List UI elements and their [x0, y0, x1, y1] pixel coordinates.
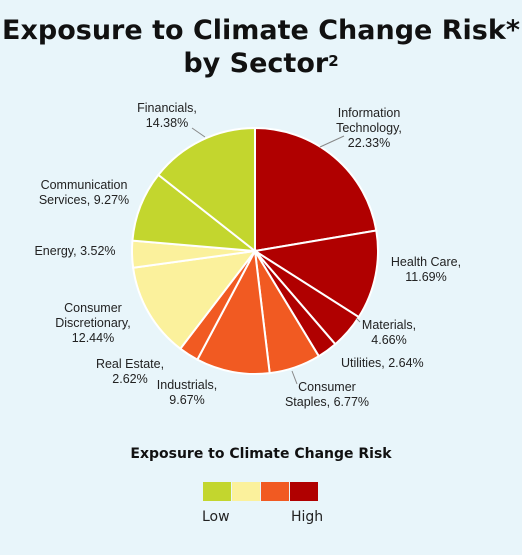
slice-label-line: Utilities, 2.64% [341, 356, 424, 370]
pie-slice-industrials [195, 247, 271, 375]
slice-label-line: Discretionary, [55, 316, 130, 330]
slice-label-line: Information [338, 106, 401, 120]
legend-title: Exposure to Climate Change Risk [130, 446, 392, 462]
slice-label-health-care: Health Care, 11.69% [391, 255, 461, 284]
slice-label-real-estate: Real Estate, 2.62% [96, 357, 164, 386]
slice-label-line: 22.33% [348, 136, 390, 150]
slice-label-line: Industrials, [157, 378, 217, 392]
slice-label-line: Consumer [64, 301, 122, 315]
slice-label-industrials: Industrials, 9.67% [157, 378, 217, 407]
slice-label-line: Staples, 6.77% [285, 395, 369, 409]
legend-swatch-1 [203, 482, 231, 501]
legend-swatch-3 [261, 482, 289, 501]
slice-label-line: Services, 9.27% [39, 193, 129, 207]
slice-label-line: 4.66% [371, 333, 406, 347]
slice-label-line: 2.62% [112, 372, 147, 386]
slice-label-consumer-discretionary: Consumer Discretionary, 12.44% [55, 301, 130, 345]
title-footnote-superscript: 2 [328, 52, 339, 70]
slice-label-line: 12.44% [72, 331, 114, 345]
slice-label-line: Financials, [137, 101, 197, 115]
slice-label-utilities: Utilities, 2.64% [341, 356, 424, 370]
chart-title-line2: by Sector2 [0, 47, 522, 80]
slice-label-line: Technology, [336, 121, 402, 135]
legend-color-scale [203, 482, 318, 501]
slice-label-financials: Financials, 14.38% [137, 101, 197, 130]
slice-label-information-technology: Information Technology, 22.33% [336, 106, 402, 150]
slice-label-line: Consumer [298, 380, 356, 394]
pie-slice-financials [156, 126, 256, 254]
slice-label-line: Real Estate, [96, 357, 164, 371]
slice-label-energy: Energy, 3.52% [34, 244, 115, 258]
slice-label-communication-services: Communication Services, 9.27% [39, 178, 129, 207]
leader-line [355, 317, 361, 323]
pie-slice-information-technology [254, 126, 378, 253]
leader-line [319, 135, 345, 148]
chart-title-line2-text: by Sector [183, 48, 329, 79]
chart-title: Exposure to Climate Change Risk* by Sect… [0, 14, 522, 80]
chart-title-line1: Exposure to Climate Change Risk* [2, 15, 520, 46]
pie-slice-consumer-discretionary [132, 249, 258, 351]
slice-label-consumer-staples: Consumer Staples, 6.77% [285, 380, 369, 409]
slice-label-line: 14.38% [146, 116, 188, 130]
legend-swatch-4 [290, 482, 318, 501]
slice-label-line: Energy, 3.52% [34, 244, 115, 258]
slice-label-line: 11.69% [405, 270, 446, 284]
leader-line [191, 127, 206, 138]
slice-label-line: Health Care, [391, 255, 461, 269]
legend-swatch-2 [232, 482, 260, 501]
pie-slice-health-care [252, 229, 379, 319]
slice-label-materials: Materials, 4.66% [362, 318, 416, 347]
leader-line [291, 370, 298, 385]
slice-label-line: 9.67% [169, 393, 204, 407]
slice-label-line: Materials, [362, 318, 416, 332]
legend-high-label: High [291, 509, 324, 525]
slice-label-line: Communication [41, 178, 128, 192]
legend-low-label: Low [202, 509, 230, 525]
